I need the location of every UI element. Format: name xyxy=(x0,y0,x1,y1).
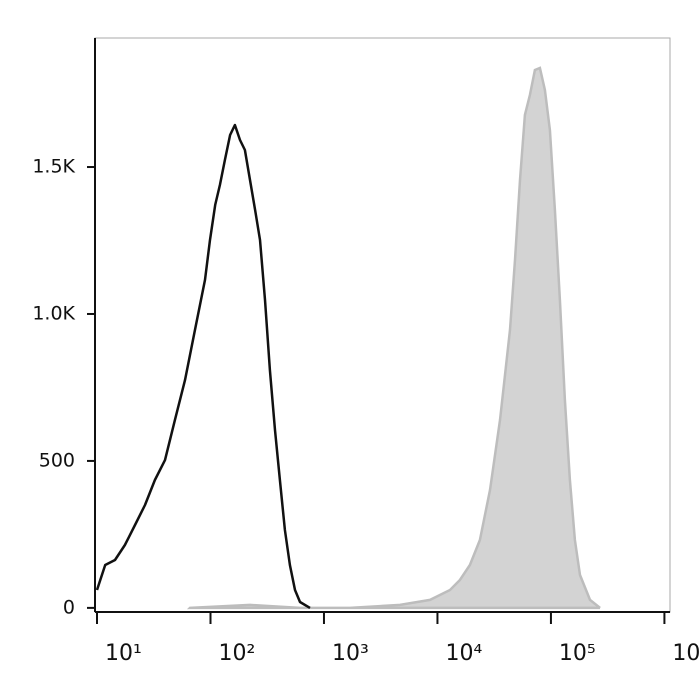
x-tick-label: 10⁶ xyxy=(672,641,700,666)
y-tick-label: 0 xyxy=(63,596,75,618)
x-tick-label: 10³ xyxy=(332,641,369,666)
x-tick-label: 10¹ xyxy=(105,641,142,666)
histogram-line xyxy=(95,123,311,609)
histogram-area xyxy=(186,66,601,610)
x-tick-label: 10⁵ xyxy=(559,641,596,666)
y-tick-label: 1.5K xyxy=(32,156,75,178)
x-tick-label: 10² xyxy=(218,641,255,666)
y-tick-label: 1.0K xyxy=(32,302,75,324)
plot-frame xyxy=(94,37,671,613)
x-tick-label: 10⁴ xyxy=(445,641,482,666)
y-tick-label: 500 xyxy=(39,449,75,471)
